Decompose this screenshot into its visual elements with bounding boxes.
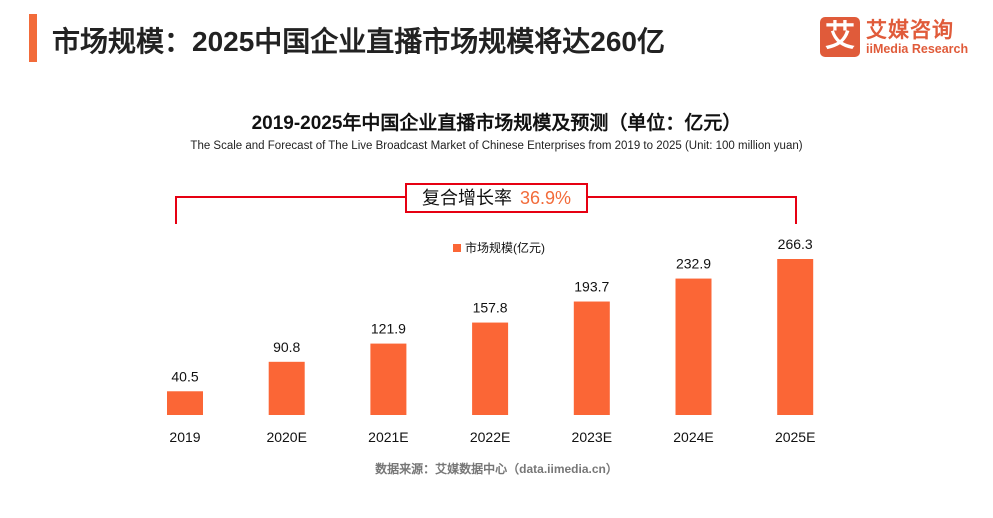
x-tick-label: 2024E	[673, 429, 713, 445]
bar-2023E	[573, 301, 610, 415]
logo-en: iiMedia Research	[866, 42, 969, 56]
cagr-box: 复合增长率 36.9%	[405, 183, 588, 213]
x-tick-label: 2022E	[470, 429, 510, 445]
cagr-value: 36.9%	[519, 188, 572, 208]
chart-subtitle: The Scale and Forecast of The Live Broad…	[190, 140, 803, 152]
bar-2021E	[370, 343, 407, 415]
legend-label: 市场规模(亿元)	[465, 241, 545, 255]
data-label: 266.3	[778, 236, 813, 252]
chart-title: 2019-2025年中国企业直播市场规模及预测（单位：亿元）	[251, 113, 742, 134]
x-tick-label: 2025E	[775, 429, 815, 445]
data-label: 121.9	[371, 321, 406, 337]
data-source: 数据来源：艾媒数据中心（data.iimedia.cn）	[375, 462, 618, 476]
x-tick-label: 2023E	[572, 429, 612, 445]
data-label: 90.8	[273, 339, 300, 355]
bar-2022E	[472, 322, 509, 415]
cagr-label: 复合增长率	[421, 188, 512, 208]
x-tick-label: 2021E	[368, 429, 408, 445]
logo-mark: 艾	[820, 17, 860, 57]
page-title: 市场规模：2025中国企业直播市场规模将达260亿	[52, 26, 666, 57]
bar-2025E	[777, 259, 814, 415]
title-accent-bar	[29, 14, 37, 62]
bar-2024E	[675, 278, 712, 415]
iimedia-logo: 艾 艾媒咨询 iiMedia Research	[820, 17, 980, 57]
data-label: 40.5	[171, 368, 198, 384]
data-label: 157.8	[473, 300, 508, 316]
bar-2019	[167, 391, 203, 415]
bar-2020E	[268, 361, 305, 415]
legend-swatch	[453, 244, 461, 252]
data-label: 232.9	[676, 256, 711, 272]
x-tick-label: 2020E	[266, 429, 306, 445]
x-tick-label: 2019	[169, 429, 200, 445]
data-label: 193.7	[574, 279, 609, 295]
legend: 市场规模(亿元)	[453, 239, 545, 256]
logo-cn: 艾媒咨询	[866, 19, 954, 42]
